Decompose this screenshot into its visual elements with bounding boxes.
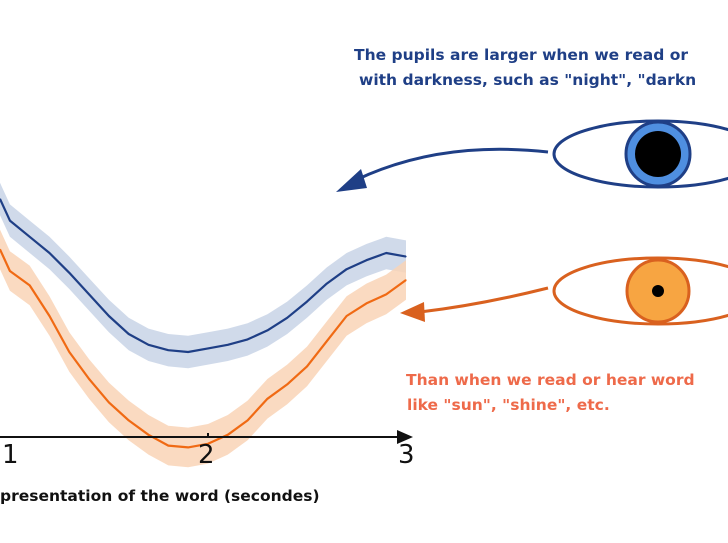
- light-data-point-3: [48, 315, 51, 317]
- dark-data-point-18: [346, 268, 348, 270]
- dark-data-point-14: [266, 329, 268, 331]
- dark-data-point-20: [385, 252, 387, 254]
- light-data-point-9: [167, 445, 169, 447]
- light-data-point-5: [88, 378, 90, 380]
- x-tick-label-1: 1: [2, 440, 19, 470]
- dark-data-point-11: [207, 347, 209, 349]
- light-confidence-band: [0, 229, 406, 468]
- dark-data-point-15: [286, 317, 288, 319]
- light-data-point-11: [207, 443, 209, 445]
- dark-data-point-2: [29, 236, 31, 238]
- dark-data-point-3: [48, 252, 51, 254]
- light-data-point-7: [128, 419, 130, 421]
- dark-data-point-8: [147, 344, 150, 346]
- dark-data-point-19: [365, 259, 367, 261]
- light-data-point-15: [286, 383, 288, 385]
- eye-dilated-pupil-icon: [552, 119, 728, 189]
- dark-annotation-line-1: The pupils are larger when we read or: [354, 46, 688, 64]
- dark-annotation-line-2: with darkness, such as "night", "darkn: [359, 71, 697, 89]
- x-tick-label-3: 3: [398, 440, 415, 470]
- light-data-point-12: [227, 434, 229, 436]
- light-data-point-0: [0, 248, 1, 250]
- eye-constricted-pupil-icon: [552, 256, 728, 326]
- light-data-point-16: [306, 365, 308, 367]
- light-data-point-20: [385, 293, 387, 295]
- dark-data-point-5: [88, 293, 90, 295]
- light-data-point-17: [326, 340, 328, 342]
- dark-data-point-10: [187, 351, 189, 353]
- light-data-point-10: [187, 446, 189, 448]
- dark-data-point-4: [68, 272, 70, 274]
- dark-arrow-icon: [336, 147, 549, 192]
- light-data-point-4: [68, 351, 70, 353]
- dark-data-point-13: [247, 338, 249, 340]
- light-data-point-2: [29, 284, 31, 286]
- light-data-point-13: [247, 419, 249, 421]
- light-data-point-8: [147, 434, 150, 436]
- light-data-point-6: [108, 401, 110, 403]
- x-axis-label: presentation of the word (secondes): [0, 487, 320, 505]
- dark-data-point-7: [128, 333, 130, 335]
- dark-data-point-1: [9, 220, 11, 222]
- light-arrow-icon: [400, 286, 549, 322]
- light-series-line: [0, 248, 407, 449]
- light-data-point-21: [405, 279, 407, 281]
- light-data-point-18: [346, 315, 348, 317]
- dark-data-point-0: [0, 198, 1, 200]
- light-annotation-line-1: Than when we read or hear word: [406, 371, 695, 389]
- x-axis-arrow-icon: [397, 430, 413, 444]
- dark-data-point-12: [227, 344, 229, 346]
- dark-data-point-9: [167, 349, 169, 351]
- dark-data-point-16: [306, 301, 308, 303]
- dark-series-line: [0, 198, 407, 354]
- light-data-point-19: [365, 302, 367, 304]
- light-data-point-1: [9, 270, 11, 272]
- dark-data-point-21: [405, 256, 407, 258]
- dark-data-point-17: [326, 283, 328, 285]
- light-data-point-14: [266, 398, 268, 400]
- light-annotation-line-2: like "sun", "shine", etc.: [407, 396, 610, 414]
- x-tick-label-2: 2: [198, 440, 215, 470]
- dark-data-point-6: [108, 315, 110, 317]
- dark-confidence-band: [0, 182, 406, 369]
